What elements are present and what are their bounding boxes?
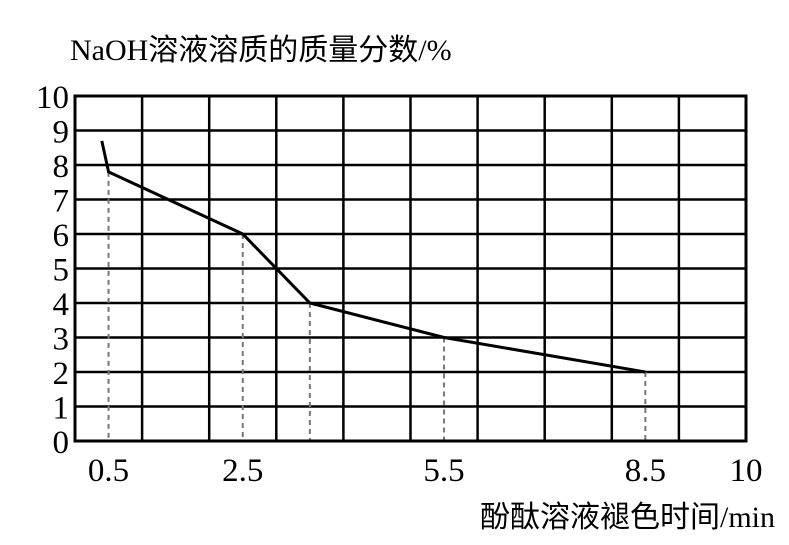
x-tick-label: 8.5 — [625, 453, 666, 489]
y-tick-label: 1 — [53, 391, 70, 427]
y-tick-label: 0 — [53, 425, 70, 461]
x-tick-label: 0.5 — [88, 453, 129, 489]
y-tick-label: 7 — [53, 184, 70, 220]
x-tick-label: 2.5 — [222, 453, 263, 489]
y-tick-label: 3 — [53, 322, 70, 358]
y-tick-label: 9 — [53, 115, 70, 151]
dashed-guides — [107, 171, 647, 441]
y-tick-label: 10 — [36, 80, 69, 116]
series-line — [100, 140, 646, 374]
plot-frame — [73, 94, 748, 443]
y-tick-label: 8 — [53, 149, 70, 185]
y-tick-label: 4 — [53, 287, 70, 323]
plot-border — [73, 94, 748, 443]
y-tick-label: 5 — [53, 253, 70, 289]
y-axis-title: NaOH溶液溶质的质量分数/% — [70, 34, 452, 67]
y-tick-label: 2 — [53, 356, 70, 392]
x-tick-label: 10 — [730, 453, 763, 489]
series — [100, 140, 646, 374]
grid — [73, 94, 748, 443]
x-tick-label: 5.5 — [423, 453, 464, 489]
x-tick-labels: 0.5 2.5 5.5 8.5 10 — [88, 453, 763, 489]
x-axis-title: 酚酞溶液褪色时间/min — [480, 501, 775, 534]
y-tick-label: 6 — [53, 218, 70, 254]
